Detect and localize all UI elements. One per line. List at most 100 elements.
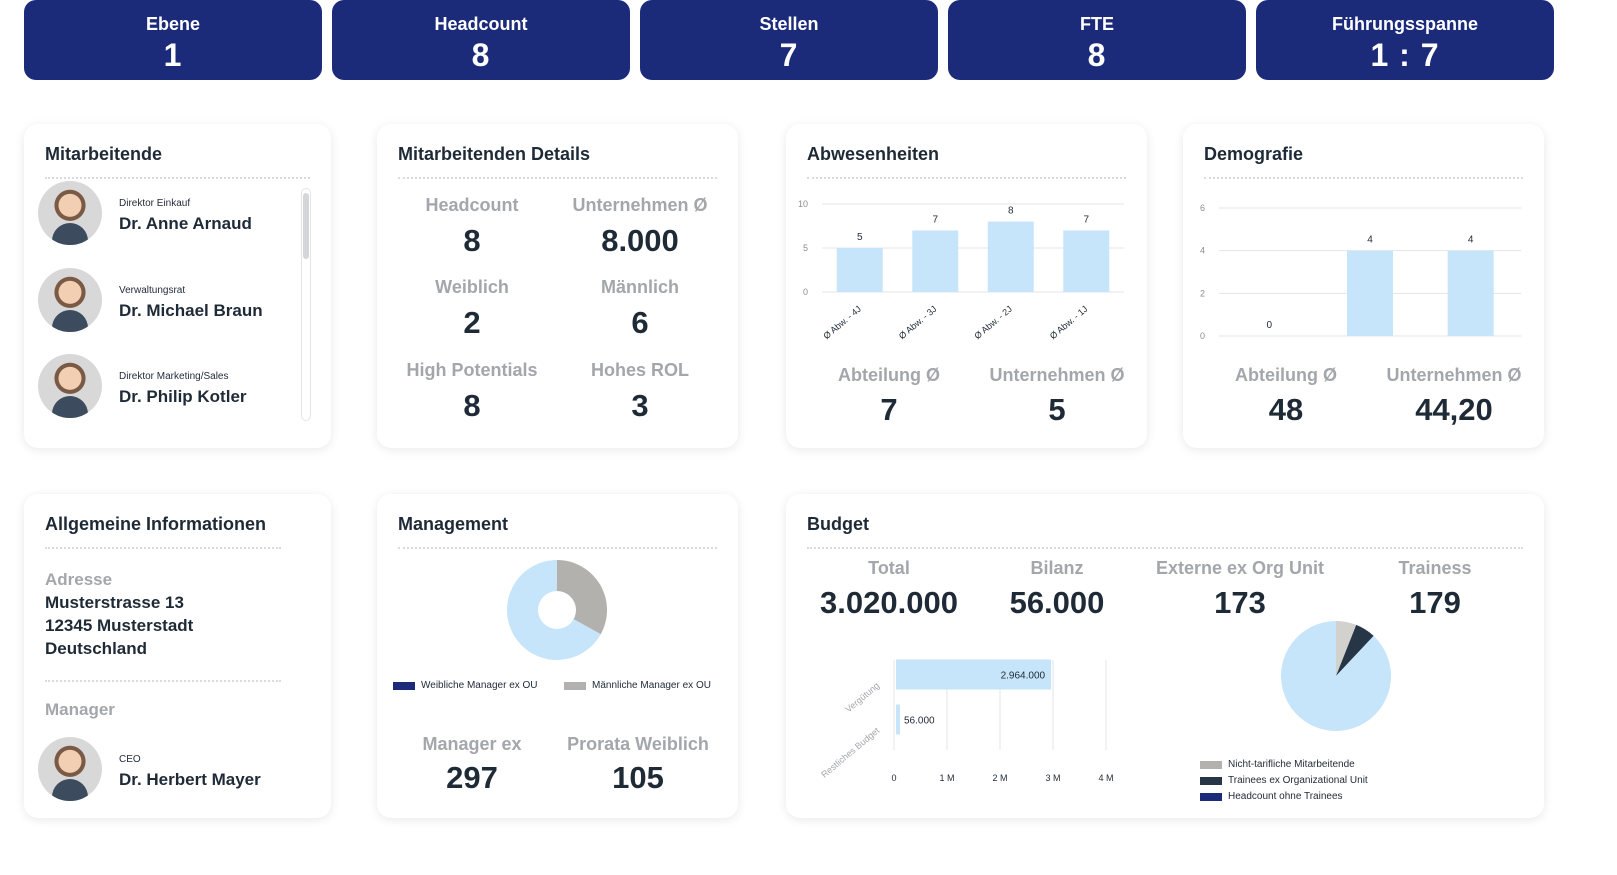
card-title: Mitarbeitenden Details bbox=[398, 144, 591, 164]
divider bbox=[398, 547, 717, 549]
general-info-card: Allgemeine Informationen Adresse Musters… bbox=[24, 494, 331, 818]
legend-label: Männliche Manager ex OU bbox=[592, 680, 711, 691]
demography-card: Demografie 0 2 4 6 0 4 4 Abteilung Ø 48 Untern… bbox=[1183, 124, 1544, 448]
card-title: Budget bbox=[807, 514, 869, 534]
legend-item[interactable]: Nicht-tarifliche Mitarbeitende bbox=[1200, 759, 1355, 770]
stat-label: Prorata Weiblich bbox=[567, 734, 709, 754]
bar-value-label: 56.000 bbox=[904, 716, 935, 727]
kpi-value: 8 bbox=[1087, 37, 1107, 73]
legend-label: Weibliche Manager ex OU bbox=[421, 680, 538, 691]
details-card: Mitarbeitenden Details Headcount 8 Unter… bbox=[377, 124, 738, 448]
kpi-value: 1 : 7 bbox=[1370, 37, 1440, 73]
x-tick-label: Ø Abw. - 1J bbox=[1048, 304, 1090, 341]
legend-item[interactable]: Männliche Manager ex OU bbox=[564, 680, 711, 691]
divider bbox=[807, 547, 1523, 549]
stat-label: Externe ex Org Unit bbox=[1155, 558, 1325, 578]
x-tick-label: 1 M bbox=[939, 773, 954, 783]
legend-label: Nicht-tarifliche Mitarbeitende bbox=[1228, 759, 1355, 770]
kpi-label: Stellen bbox=[759, 14, 819, 34]
stat-label: Abteilung Ø bbox=[1235, 365, 1337, 385]
x-tick-label: 3 M bbox=[1045, 773, 1060, 783]
bar-value-label: 8 bbox=[1008, 206, 1014, 217]
legend-label: Headcount ohne Trainees bbox=[1228, 791, 1343, 802]
bar bbox=[912, 230, 959, 292]
employee-item[interactable]: Direktor Einkauf Dr. Anne Arnaud bbox=[38, 181, 298, 247]
pie-slice bbox=[1281, 621, 1391, 731]
x-tick-label: Ø Abw. - 3J bbox=[897, 304, 939, 341]
stat-value: 56.000 bbox=[1009, 585, 1105, 620]
bar bbox=[836, 248, 883, 292]
legend-item[interactable]: Headcount ohne Trainees bbox=[1200, 791, 1343, 802]
kpi-stellen[interactable]: Stellen 7 bbox=[640, 0, 938, 80]
kpi-label: Ebene bbox=[145, 14, 201, 34]
kpi-fte[interactable]: FTE 8 bbox=[948, 0, 1246, 80]
stat-value: 6 bbox=[631, 305, 649, 340]
divider bbox=[45, 547, 281, 549]
legend-item[interactable]: Trainees ex Organizational Unit bbox=[1200, 775, 1368, 786]
legend-swatch bbox=[1200, 776, 1222, 785]
absences-card: Abwesenheiten 0 5 10 5 Ø Abw. - 4J 7 Ø Abw. - … bbox=[786, 124, 1147, 448]
stat-label: Unternehmen Ø bbox=[1386, 365, 1522, 385]
y-tick-label: 0 bbox=[1200, 331, 1205, 341]
kpi-headcount[interactable]: Headcount 8 bbox=[332, 0, 630, 80]
x-tick-label: 2 M bbox=[992, 773, 1007, 783]
pie-slice bbox=[1336, 624, 1374, 676]
manager-name: Dr. Herbert Mayer bbox=[119, 770, 261, 789]
kpi-label: Headcount bbox=[434, 14, 528, 34]
stat-value: 8 bbox=[463, 388, 481, 423]
address-line: Musterstrasse 13 bbox=[45, 593, 184, 612]
y-tick-label: 0 bbox=[803, 287, 808, 297]
card-title: Demografie bbox=[1204, 144, 1304, 164]
card-title: Abwesenheiten bbox=[807, 144, 940, 164]
stat-value: 179 bbox=[1409, 585, 1461, 620]
stat-value: 173 bbox=[1214, 585, 1266, 620]
stat-value: 3 bbox=[631, 388, 649, 423]
donut-hole bbox=[538, 591, 576, 629]
kpi-ebene[interactable]: Ebene 1 bbox=[24, 0, 322, 80]
y-tick-label: 6 bbox=[1200, 203, 1205, 213]
stat-label: Unternehmen Ø bbox=[572, 195, 708, 215]
x-tick-label: Ø Abw. - 4J bbox=[821, 304, 863, 341]
stat-label: Unternehmen Ø bbox=[989, 365, 1125, 385]
manager-item[interactable]: CEO Dr. Herbert Mayer bbox=[38, 737, 298, 803]
y-tick-label: 4 bbox=[1200, 246, 1205, 256]
scrollbar[interactable] bbox=[301, 188, 311, 421]
kpi-fuehrungsspanne[interactable]: Führungsspanne 1 : 7 bbox=[1256, 0, 1554, 80]
stat-label: Männlich bbox=[600, 277, 679, 297]
employees-card: Mitarbeitende Direktor Einkauf Dr. Anne … bbox=[24, 124, 331, 448]
scrollbar-thumb[interactable] bbox=[303, 193, 309, 259]
bar-value-label: 2.964.000 bbox=[1001, 671, 1046, 682]
manager-role: CEO bbox=[119, 754, 141, 765]
x-tick-label: 0 bbox=[891, 773, 896, 783]
kpi-row: Ebene 1 Headcount 8 Stellen 7 FTE 8 Führ… bbox=[24, 0, 1598, 80]
bar bbox=[1063, 230, 1110, 292]
stat-label: Bilanz bbox=[1030, 558, 1084, 578]
stat-label: High Potentials bbox=[406, 360, 538, 380]
kpi-value: 1 bbox=[163, 37, 183, 73]
employee-role: Direktor Einkauf bbox=[119, 198, 191, 209]
stat-value: 105 bbox=[612, 760, 664, 795]
stat-label: Headcount bbox=[425, 195, 519, 215]
divider bbox=[398, 177, 717, 179]
card-title: Management bbox=[398, 514, 509, 534]
employee-name: Dr. Michael Braun bbox=[119, 301, 263, 320]
employee-item[interactable]: Direktor Marketing/Sales Dr. Philip Kotl… bbox=[38, 354, 298, 420]
stat-label: Manager ex bbox=[422, 734, 522, 754]
stat-label: Weiblich bbox=[435, 277, 509, 297]
bar bbox=[1347, 250, 1393, 336]
avatar bbox=[38, 737, 102, 801]
stat-value: 48 bbox=[1268, 392, 1304, 427]
management-card: Management Weibliche Manager ex OU Männl… bbox=[377, 494, 738, 818]
stat-label: Hohes ROL bbox=[590, 360, 689, 380]
legend-item[interactable]: Weibliche Manager ex OU bbox=[393, 680, 538, 691]
employee-item[interactable]: Verwaltungsrat Dr. Michael Braun bbox=[38, 268, 298, 334]
address-line: Deutschland bbox=[45, 639, 148, 658]
stat-label: Total bbox=[868, 558, 910, 578]
management-donut-chart bbox=[507, 560, 607, 660]
avatar bbox=[38, 268, 102, 332]
x-tick-label: Ø Abw. - 2J bbox=[972, 304, 1014, 341]
divider bbox=[1204, 177, 1523, 179]
bar bbox=[896, 704, 900, 735]
bar-value-label: 4 bbox=[1468, 235, 1474, 246]
budget-pie-chart bbox=[1281, 621, 1391, 731]
